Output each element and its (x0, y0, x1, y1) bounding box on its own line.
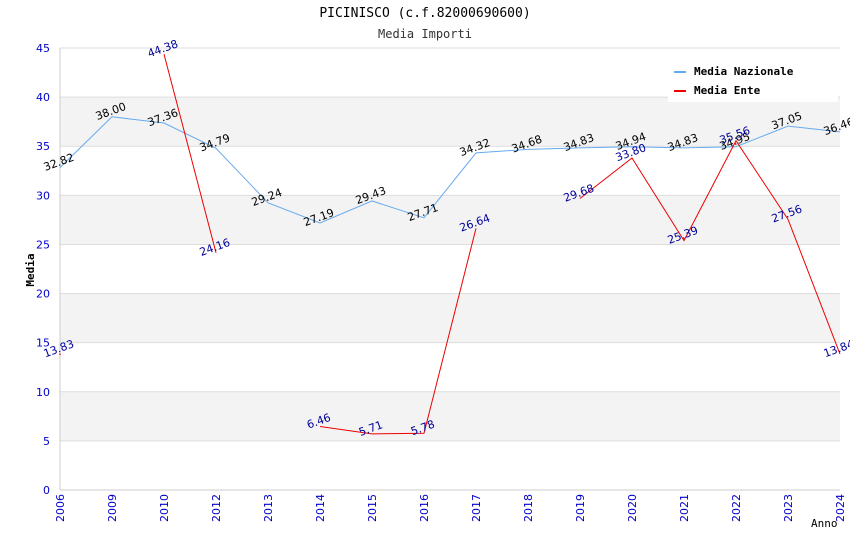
x-tick-label: 2017 (470, 494, 483, 522)
grid-band (60, 195, 840, 245)
y-tick-label: 15 (36, 337, 50, 350)
y-tick-label: 5 (43, 435, 50, 448)
x-tick-label: 2019 (574, 494, 587, 522)
legend-label: Media Nazionale (694, 65, 794, 78)
x-tick-label: 2013 (262, 494, 275, 522)
y-tick-label: 40 (36, 91, 50, 104)
grid-band (60, 391, 840, 441)
x-tick-label: 2016 (418, 494, 431, 522)
y-tick-label: 20 (36, 288, 50, 301)
x-tick-label: 2024 (834, 494, 847, 522)
series-line (163, 53, 217, 253)
x-tick-label: 2010 (158, 494, 171, 522)
axes (59, 48, 840, 491)
legend: Media Nazionale Media Ente (668, 60, 838, 102)
x-tick-label: 2012 (210, 494, 223, 522)
grid-band (60, 97, 840, 147)
y-tick-label: 10 (36, 386, 50, 399)
x-tick-label: 2009 (106, 494, 119, 522)
series-line (579, 139, 841, 355)
x-tick-label: 2006 (54, 494, 67, 522)
x-tick-label: 2022 (730, 494, 743, 522)
grid-band (60, 293, 840, 343)
x-tick-label: 2023 (782, 494, 795, 522)
x-tick-label: 2021 (678, 494, 691, 522)
data-label: 44.38 (146, 37, 180, 60)
chart-title: PICINISCO (c.f.82000690600) (319, 6, 531, 21)
y-tick-label: 0 (43, 484, 50, 497)
x-tick-label: 2020 (626, 494, 639, 522)
chart-subtitle: Media Importi (378, 27, 472, 41)
series-lines (59, 53, 841, 435)
legend-label: Media Ente (694, 84, 761, 97)
legend-box (668, 60, 838, 102)
data-label: 32.82 (42, 151, 76, 174)
y-axis-ticks: 0 5 10 15 20 25 30 35 40 45 (36, 42, 50, 497)
series-line (59, 116, 841, 224)
x-tick-label: 2018 (522, 494, 535, 522)
y-tick-label: 30 (36, 189, 50, 202)
series-line (319, 228, 477, 435)
grid-bands (60, 97, 840, 441)
y-tick-label: 25 (36, 238, 50, 251)
x-axis-label: Anno (811, 517, 838, 530)
y-tick-label: 35 (36, 140, 50, 153)
series-line (59, 353, 61, 355)
x-tick-label: 2014 (314, 494, 327, 522)
y-tick-label: 45 (36, 42, 50, 55)
x-tick-label: 2015 (366, 494, 379, 522)
x-axis-ticks: 2006 2009 2010 2012 2013 2014 2015 2016 2017 2018… (54, 494, 847, 522)
y-axis-label: Media (24, 253, 37, 286)
